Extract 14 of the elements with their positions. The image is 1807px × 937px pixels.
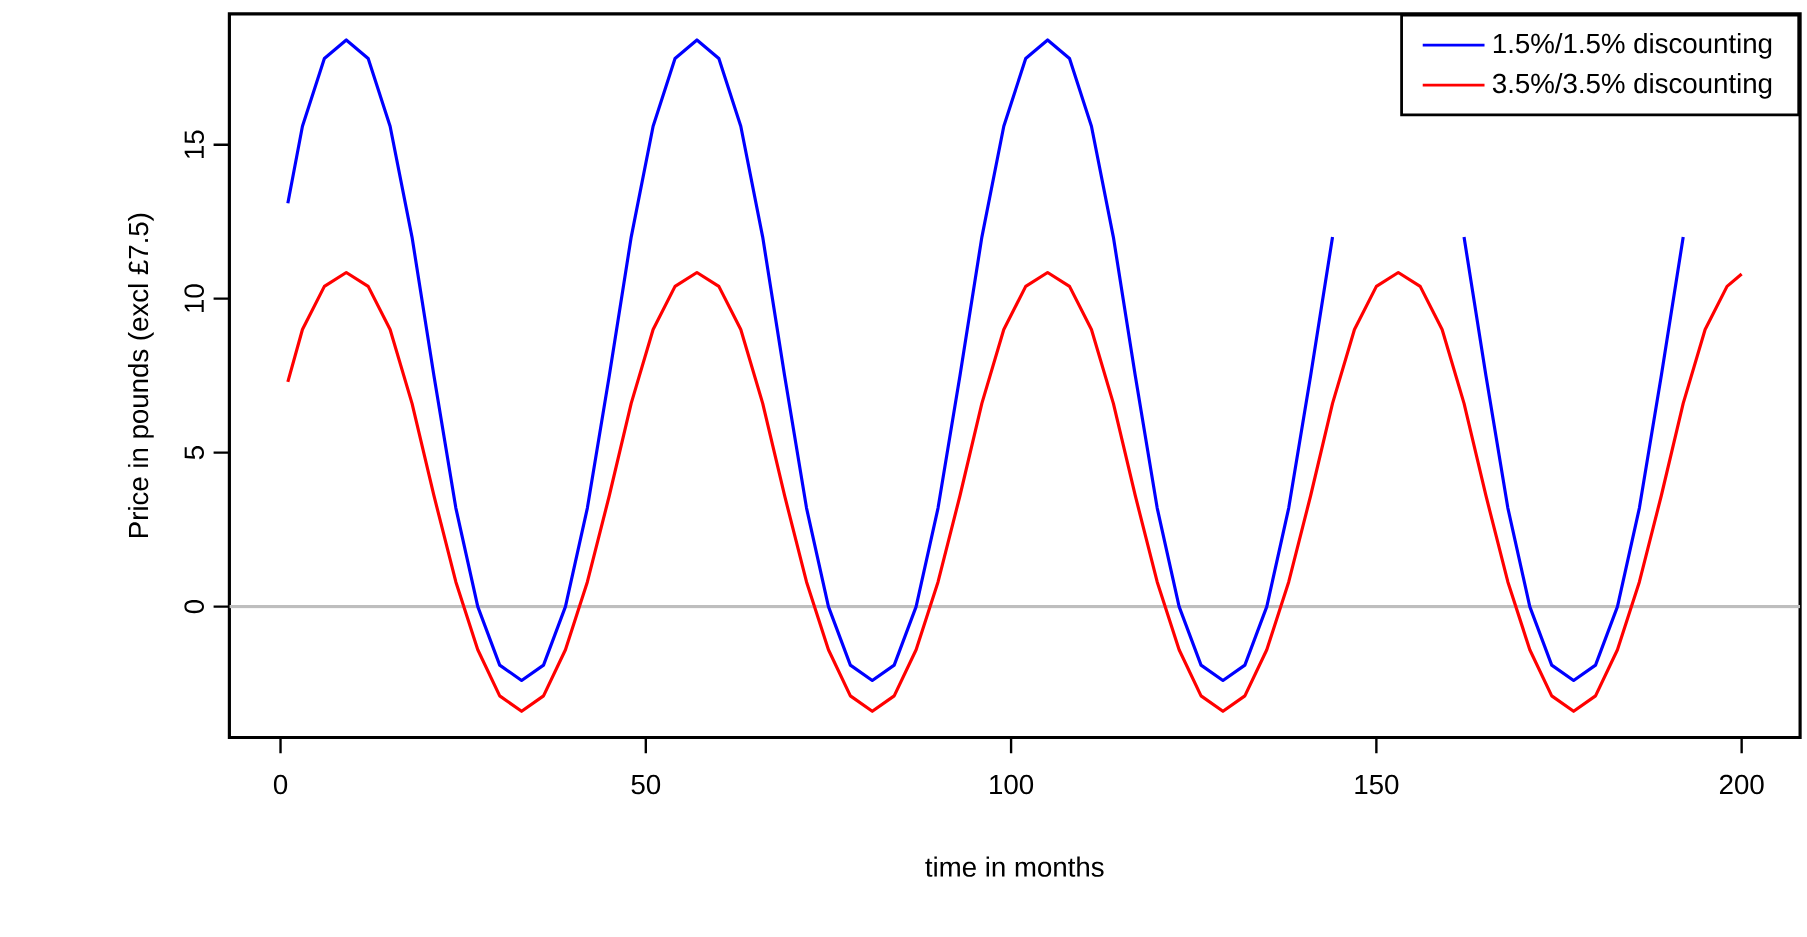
y-tick-label: 10 — [184, 284, 204, 312]
y-tick-label: 15 — [184, 130, 204, 159]
y-tick-label: 5 — [184, 446, 204, 460]
x-axis-title: time in months — [925, 856, 1104, 877]
x-tick-label: 0 — [273, 774, 288, 795]
x-tick-label: 50 — [631, 774, 661, 795]
y-tick-label: 0 — [184, 600, 204, 614]
x-tick-label: 200 — [1719, 774, 1764, 795]
y-axis-title: Price in pounds (excl £7.5) — [127, 213, 154, 538]
line-series — [286, 270, 1744, 713]
x-tick-label: 100 — [990, 774, 1034, 795]
legend-label: 3.5%/3.5% discounting — [1492, 72, 1772, 99]
x-tick-label: 150 — [1355, 774, 1399, 795]
legend-label: 1.5%/1.5% discounting — [1493, 33, 1772, 59]
